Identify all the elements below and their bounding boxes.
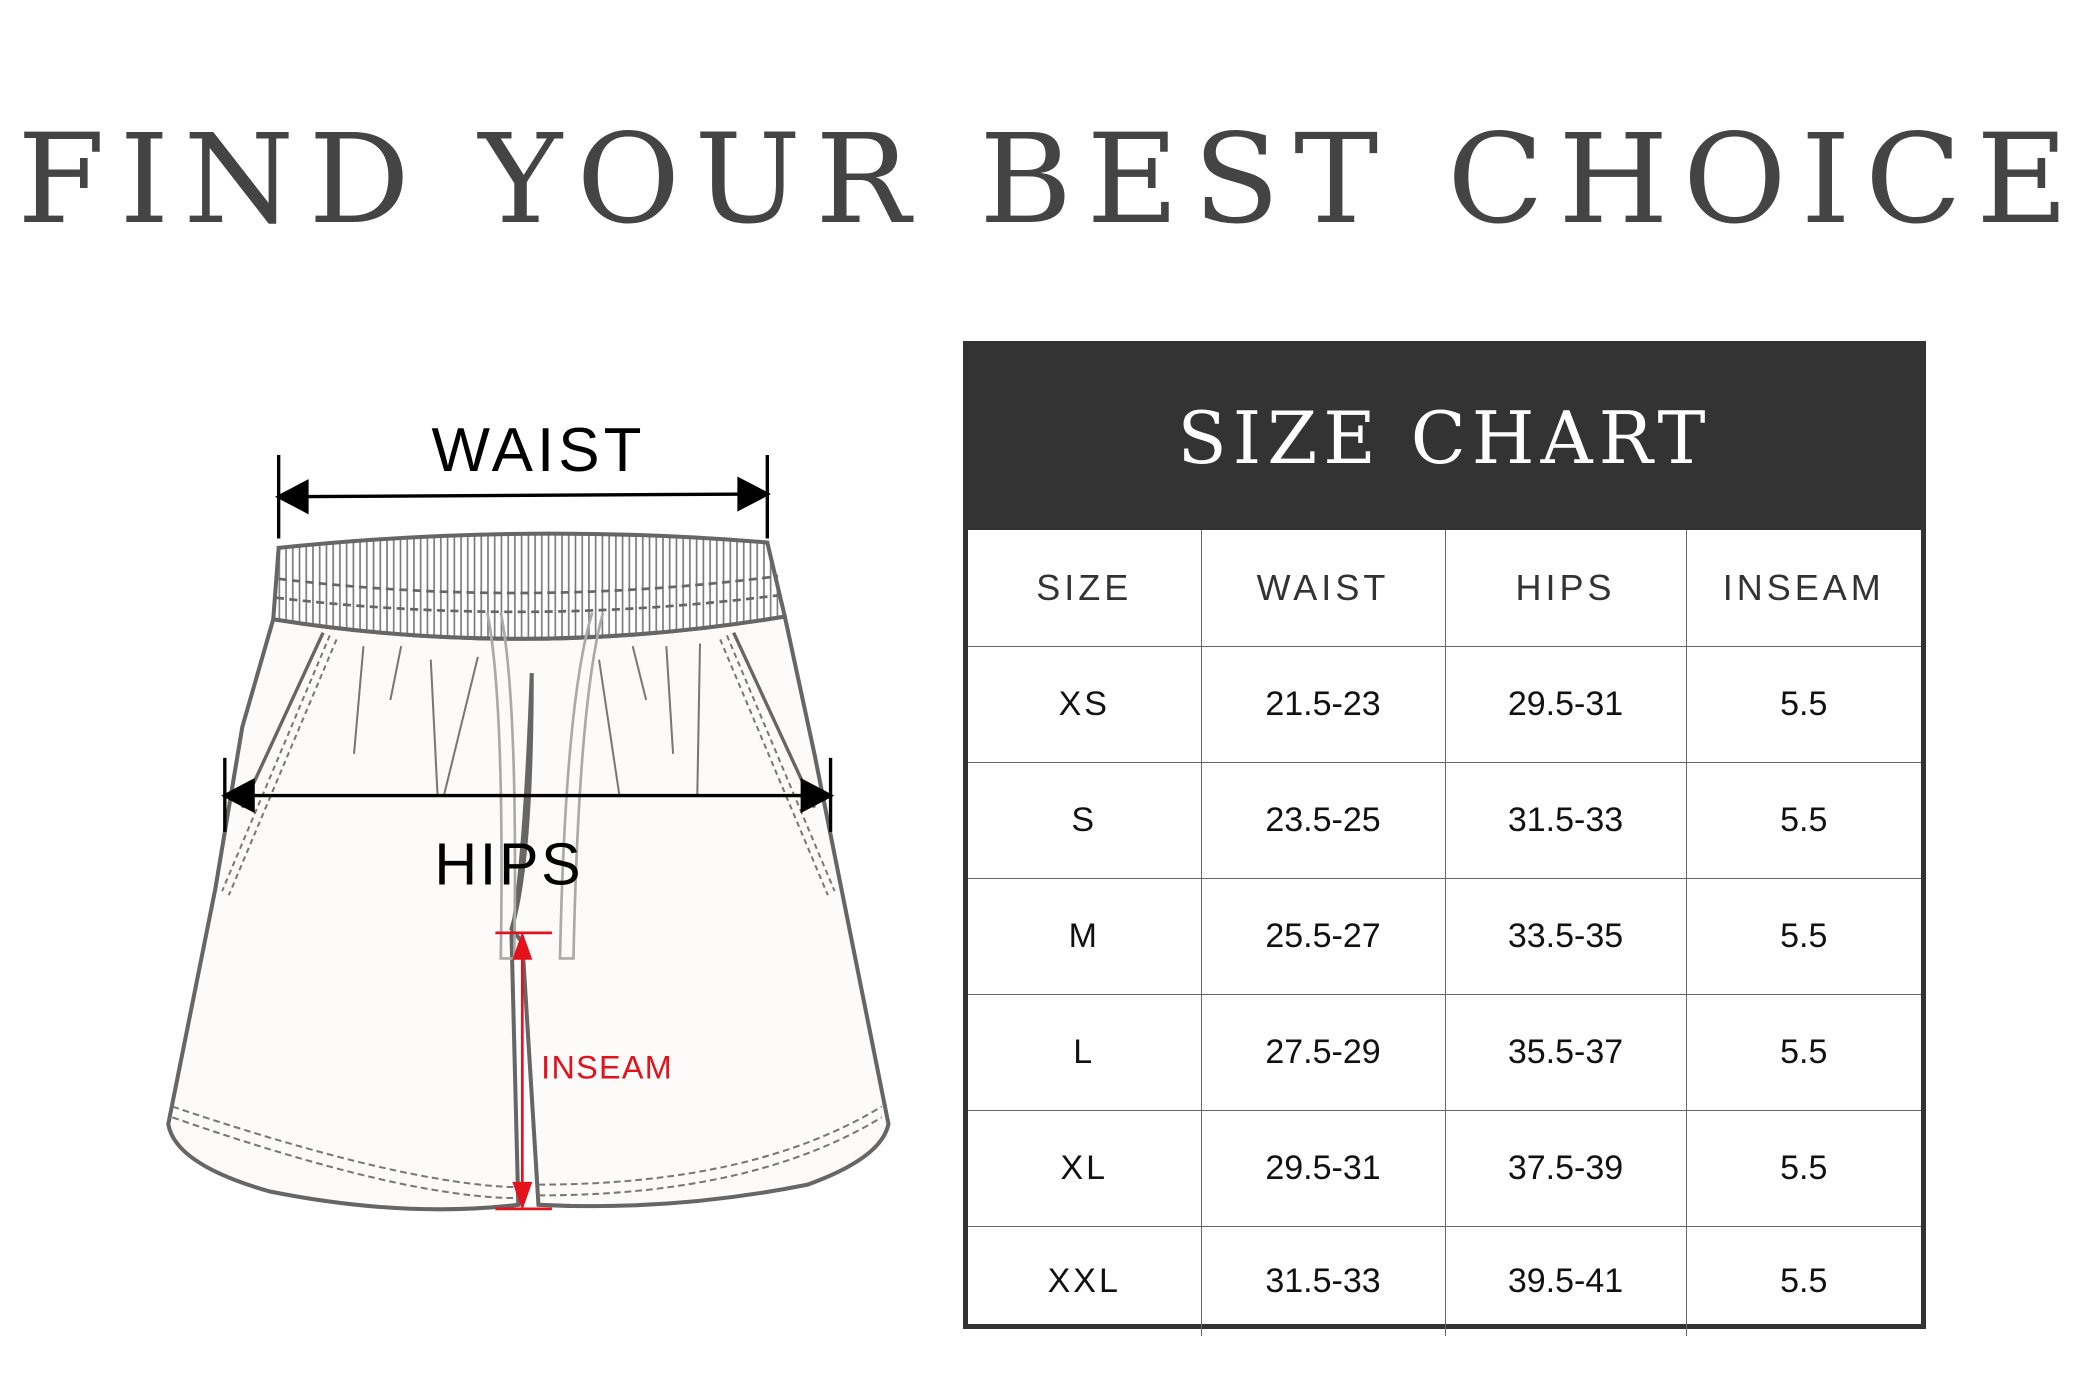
shorts-outline [166, 614, 891, 1212]
table-cell: 35.5-37 [1444, 994, 1687, 1111]
size-chart-title: SIZE CHART [968, 346, 1921, 530]
hips-label: HIPS [434, 830, 583, 897]
table-row: S 23.5-25 31.5-33 5.5 [968, 762, 1921, 879]
table-cell: 5.5 [1685, 1226, 1921, 1336]
table-cell: XL [968, 1110, 1202, 1227]
header-row: SIZE WAIST HIPS INSEAM [968, 530, 1921, 647]
waistband [271, 531, 788, 641]
table-cell: XXL [968, 1226, 1202, 1336]
table-cell: L [968, 994, 1202, 1111]
table-cell: 39.5-41 [1444, 1226, 1687, 1336]
table-cell: 23.5-25 [1200, 762, 1446, 879]
table-cell: 37.5-39 [1444, 1110, 1687, 1227]
column-header: INSEAM [1685, 530, 1921, 647]
table-row: L 27.5-29 35.5-37 5.5 [968, 994, 1921, 1111]
table-cell: XS [968, 646, 1202, 763]
size-table: SIZE WAIST HIPS INSEAM XS 21.5-23 29.5-31 5.5 S 2… [968, 530, 1921, 1336]
table-row: M 25.5-27 33.5-35 5.5 [968, 878, 1921, 995]
waist-label: WAIST [432, 416, 646, 485]
table-cell: 5.5 [1685, 994, 1921, 1111]
hips-arrow [221, 757, 835, 832]
table-cell: 25.5-27 [1200, 878, 1446, 995]
table-cell: S [968, 762, 1202, 879]
table-cell: 31.5-33 [1444, 762, 1687, 879]
inseam-arrow [495, 931, 552, 1211]
waist-arrow [275, 455, 771, 539]
table-cell: 33.5-35 [1444, 878, 1687, 995]
table-cell: 5.5 [1685, 646, 1921, 763]
table-row: XS 21.5-23 29.5-31 5.5 [968, 646, 1921, 763]
inseam-label: INSEAM [541, 1049, 673, 1085]
table-cell: 5.5 [1685, 1110, 1921, 1227]
column-header: SIZE [968, 530, 1202, 647]
table-cell: M [968, 878, 1202, 995]
table-row: XXL 31.5-33 39.5-41 5.5 [968, 1226, 1921, 1336]
table-cell: 5.5 [1685, 762, 1921, 879]
table-row: XL 29.5-31 37.5-39 5.5 [968, 1110, 1921, 1227]
table-cell: 5.5 [1685, 878, 1921, 995]
page-title: FIND YOUR BEST CHOICE [17, 108, 2083, 252]
table-cell: 29.5-31 [1444, 646, 1687, 763]
column-header: WAIST [1200, 530, 1446, 647]
table-cell: 27.5-29 [1200, 994, 1446, 1111]
column-header: HIPS [1444, 530, 1687, 647]
size-chart: SIZE CHART SIZE WAIST HIPS INSEAM XS 21.5-23 2… [963, 341, 1926, 1336]
table-cell: 29.5-31 [1200, 1110, 1446, 1227]
table-cell: 21.5-23 [1200, 646, 1446, 763]
table-cell: 31.5-33 [1200, 1226, 1446, 1336]
